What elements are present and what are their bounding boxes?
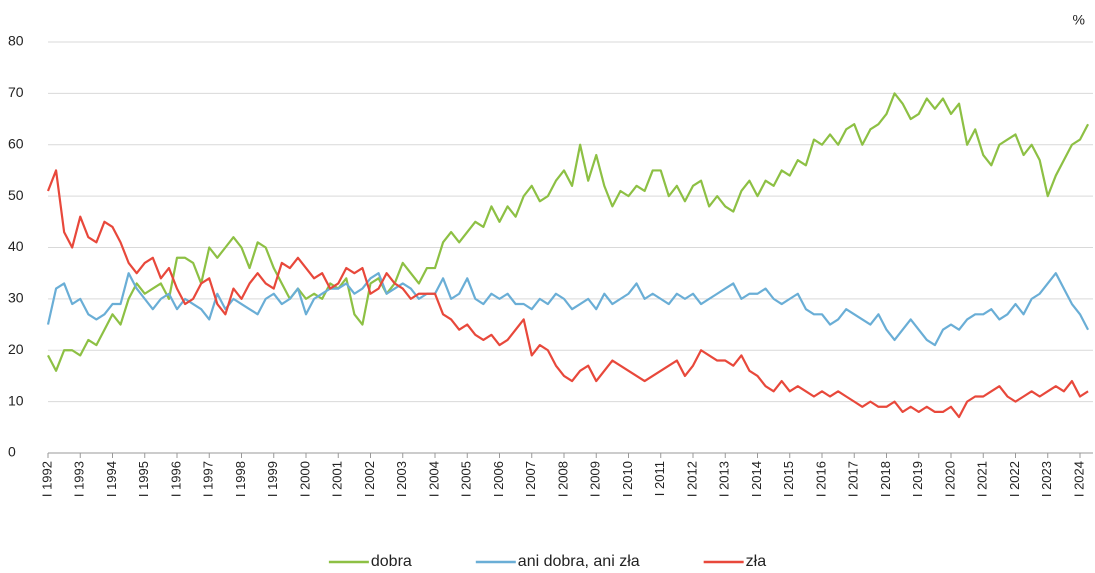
x-tick-label: I 2001 bbox=[330, 461, 345, 497]
y-tick-label: 50 bbox=[8, 187, 24, 203]
data-line bbox=[46, 272, 1090, 347]
y-tick-label: 80 bbox=[8, 33, 24, 49]
x-tick-label: I 1997 bbox=[201, 461, 216, 497]
unit-label: % bbox=[1073, 12, 1085, 28]
y-tick-label: 10 bbox=[8, 392, 24, 408]
data-line bbox=[46, 169, 1089, 419]
x-tick-label: I 2008 bbox=[555, 461, 570, 497]
y-tick-label: 0 bbox=[8, 444, 16, 460]
legend-label: zła bbox=[746, 553, 767, 570]
x-tick-label: I 1996 bbox=[168, 461, 183, 497]
y-tick-label: 60 bbox=[8, 135, 24, 151]
x-tick-label: I 2012 bbox=[684, 461, 699, 497]
x-tick-label: I 2009 bbox=[588, 461, 603, 497]
x-tick-label: I 1995 bbox=[136, 461, 151, 497]
y-tick-label: 40 bbox=[8, 238, 24, 254]
x-tick-label: I 2011 bbox=[652, 461, 667, 496]
x-tick-label: I 2020 bbox=[942, 461, 957, 497]
x-tick-label: I 2003 bbox=[394, 461, 409, 497]
x-tick-label: I 2006 bbox=[491, 461, 506, 497]
x-tick-label: I 2007 bbox=[523, 461, 538, 497]
x-tick-label: I 2024 bbox=[1071, 461, 1086, 497]
x-tick-label: I 2017 bbox=[846, 461, 861, 497]
legend-label: ani dobra, ani zła bbox=[518, 553, 640, 570]
x-tick-label: I 1994 bbox=[104, 461, 119, 497]
x-tick-label: I 2000 bbox=[297, 461, 312, 497]
x-tick-label: I 2022 bbox=[1007, 461, 1022, 497]
x-tick-label: I 2005 bbox=[459, 461, 474, 497]
x-tick-label: I 2014 bbox=[749, 461, 764, 497]
x-tick-label: I 2019 bbox=[910, 461, 925, 497]
x-tick-label: I 2010 bbox=[620, 461, 635, 497]
x-tick-label: I 2002 bbox=[362, 461, 377, 497]
x-tick-label: I 2013 bbox=[717, 461, 732, 497]
x-tick-label: I 2023 bbox=[1039, 461, 1054, 497]
x-tick-label: I 2021 bbox=[975, 461, 990, 497]
x-tick-label: I 1998 bbox=[233, 461, 248, 497]
x-tick-label: I 2016 bbox=[813, 461, 828, 497]
y-tick-label: 30 bbox=[8, 290, 24, 306]
x-tick-label: I 1993 bbox=[72, 461, 87, 497]
legend-label: dobra bbox=[371, 553, 412, 570]
data-line bbox=[47, 92, 1090, 372]
x-tick-label: I 2018 bbox=[878, 461, 893, 497]
x-tick-label: I 1999 bbox=[265, 461, 280, 497]
x-tick-label: I 1992 bbox=[39, 461, 54, 497]
x-tick-label: I 2004 bbox=[426, 461, 441, 497]
y-tick-label: 20 bbox=[8, 341, 24, 357]
y-tick-label: 70 bbox=[8, 84, 24, 100]
x-tick-label: I 2015 bbox=[781, 461, 796, 497]
